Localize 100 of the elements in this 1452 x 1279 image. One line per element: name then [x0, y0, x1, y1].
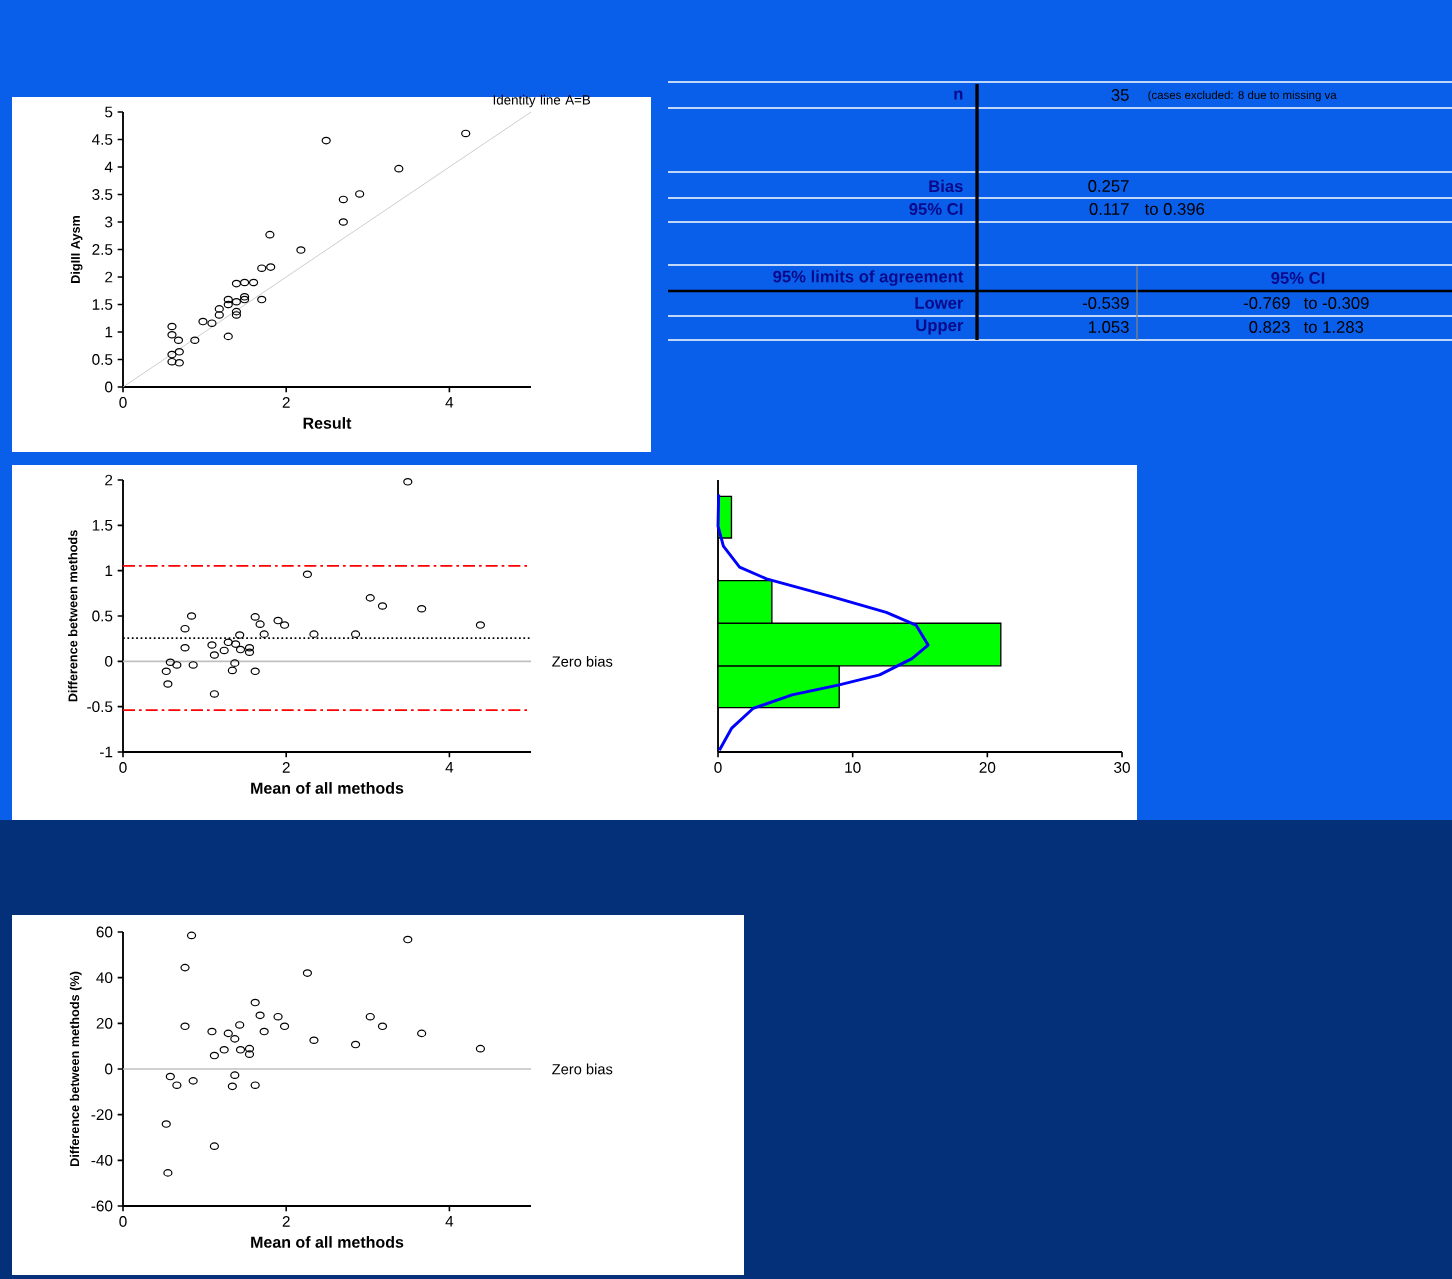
y-tick-label: 3.5: [92, 189, 113, 200]
y-tick-label: -20: [91, 1109, 113, 1121]
point: [190, 336, 200, 345]
y-tick-label: 2: [105, 271, 113, 283]
y-tick-label: 1.5: [92, 299, 113, 310]
point: [302, 969, 313, 977]
x-tick-label: 0: [119, 762, 127, 773]
point: [394, 164, 404, 173]
point: [235, 1021, 245, 1029]
point: [417, 1029, 427, 1038]
point: [244, 648, 255, 657]
y-tick-label: -0.5: [87, 701, 113, 713]
point: [257, 264, 267, 272]
point: [163, 1169, 173, 1177]
point: [259, 1027, 269, 1036]
point: [230, 1071, 240, 1079]
y-tick-label: -1: [100, 746, 113, 758]
point: [219, 1046, 229, 1054]
x-tick-label: 2: [282, 397, 290, 408]
text: Upper: [916, 319, 964, 335]
text: 0.823: [1249, 321, 1290, 333]
text: Bias: [929, 179, 963, 193]
point: [321, 136, 331, 145]
x-tick-label: 10: [845, 762, 861, 773]
x-tick-label: 4: [445, 1216, 454, 1227]
text: to 0.396: [1144, 203, 1205, 215]
point: [255, 1011, 265, 1020]
x-tick-label: 0: [119, 1216, 127, 1227]
text: 35: [1111, 89, 1129, 101]
point: [403, 935, 413, 944]
ref-line-label: Zero bias: [552, 655, 613, 667]
x-tick-label: 30: [1114, 762, 1130, 773]
point: [207, 641, 217, 649]
text: 1.053: [1088, 321, 1129, 333]
point: [198, 317, 208, 326]
y-tick-label: 60: [96, 926, 113, 938]
point: [167, 357, 177, 366]
y-tick-label: 1: [105, 326, 113, 338]
point: [309, 630, 319, 638]
point: [188, 1077, 198, 1085]
x-tick-label: 0: [714, 762, 722, 773]
text: to 1.283: [1303, 321, 1364, 333]
point: [227, 1082, 237, 1091]
point: [461, 129, 471, 138]
point: [161, 1120, 171, 1128]
y-tick-label: 3: [105, 216, 113, 228]
point: [186, 612, 197, 620]
point: [231, 307, 242, 316]
point: [180, 963, 190, 972]
point: [257, 295, 267, 304]
point: [231, 297, 242, 306]
point: [250, 998, 260, 1007]
y-tick-label: 4.5: [92, 134, 113, 145]
point: [338, 218, 348, 226]
point: [186, 931, 197, 940]
point: [244, 643, 255, 652]
y-tick-label: 1: [105, 565, 113, 576]
point: [350, 1040, 361, 1049]
y-axis-title: Difference between methods (%): [69, 971, 82, 1166]
y-tick-label: 5: [105, 106, 113, 118]
y-tick-label: 0: [105, 1063, 113, 1075]
point: [161, 667, 171, 676]
point: [377, 1022, 388, 1031]
text: 0.117: [1089, 203, 1129, 215]
point: [403, 478, 413, 486]
point: [209, 1142, 219, 1150]
point: [231, 640, 241, 648]
point: [223, 1029, 233, 1038]
point: [223, 300, 233, 309]
point: [309, 1036, 319, 1045]
x-axis-title: Mean of all methods: [251, 782, 404, 794]
point: [165, 658, 175, 667]
point: [167, 330, 177, 339]
text: to -0.309: [1303, 297, 1369, 309]
point: [417, 604, 427, 613]
point: [265, 230, 275, 239]
point: [165, 1072, 175, 1081]
point: [180, 624, 190, 633]
point: [223, 638, 233, 647]
y-tick-label: 0: [105, 655, 113, 667]
x-axis-title: Mean of all methods: [251, 1236, 404, 1248]
point: [209, 690, 219, 698]
point: [279, 621, 290, 629]
point: [266, 263, 276, 271]
y-axis-title: DigIII Aysm: [70, 216, 83, 283]
point: [207, 319, 217, 327]
x-tick-label: 0: [119, 397, 127, 408]
point: [279, 1022, 290, 1031]
point: [207, 1027, 217, 1036]
point: [167, 350, 177, 359]
point: [296, 246, 306, 254]
text: -0.539: [1082, 297, 1129, 309]
y-tick-label: 2: [105, 474, 113, 486]
point: [230, 659, 240, 667]
point: [231, 311, 242, 319]
point: [174, 347, 184, 356]
point: [235, 631, 245, 639]
point: [180, 643, 190, 652]
point: [219, 646, 229, 655]
point: [235, 645, 246, 654]
